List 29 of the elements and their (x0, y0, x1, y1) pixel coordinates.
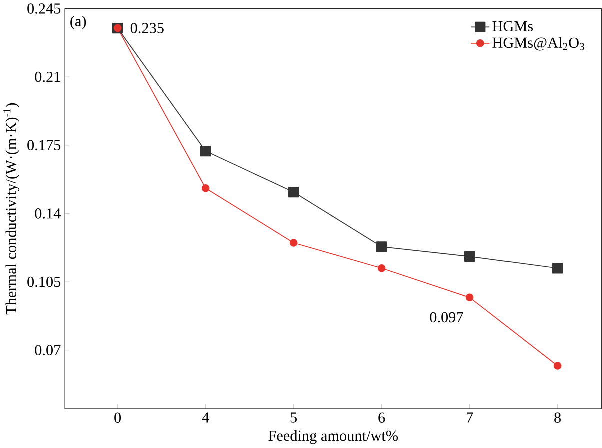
y-axis-title: Thermal conductivity/(W·(m·K)$^{-1}$) (4, 103, 20, 315)
x-tick-label: 5 (290, 412, 298, 423)
point (464, 251, 476, 262)
point (290, 239, 298, 247)
point (554, 362, 562, 370)
point (552, 263, 564, 274)
y-tick-label: 0.07 (35, 345, 61, 356)
point (288, 187, 300, 198)
point (200, 146, 212, 157)
y-tick-label: 0.175 (28, 140, 61, 151)
annotation: 0.235 (130, 23, 164, 34)
x-axis-title: Feeding amount/wt% (268, 430, 398, 444)
x-tick-label: 6 (378, 412, 386, 424)
y-tick-label: 0.21 (35, 72, 60, 82)
legend-label: HGMs@Al$_{2}$O$_{3}$ (492, 37, 584, 51)
y-tick-label: 0.14 (35, 208, 61, 219)
point (378, 264, 386, 272)
x-tick-label: 7 (467, 412, 474, 423)
annotation: 0.097 (430, 312, 464, 323)
legend-label: HGMs (492, 21, 534, 32)
y-tick-label: 0.245 (28, 4, 61, 14)
point (202, 184, 210, 192)
point (466, 294, 474, 302)
y-tick-label: 0.105 (28, 276, 61, 288)
annotation: (a) (70, 16, 86, 30)
x-tick-label: 0 (114, 412, 122, 424)
x-tick-label: 8 (554, 412, 561, 424)
point (376, 242, 388, 252)
x-tick-label: 4 (202, 412, 210, 423)
